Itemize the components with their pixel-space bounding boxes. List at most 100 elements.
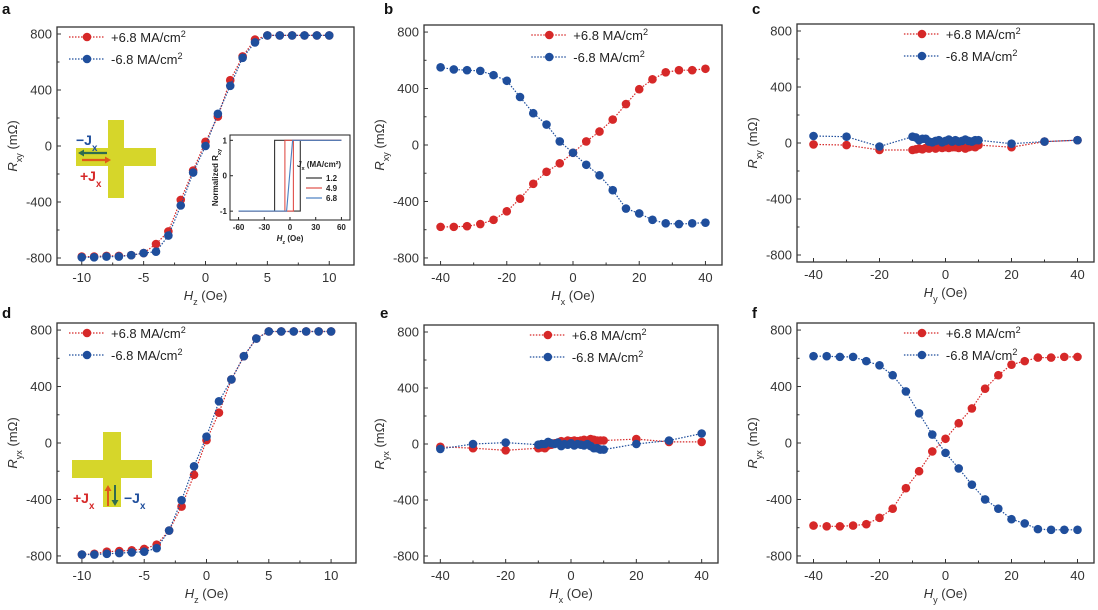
- inset-frame: [229, 134, 351, 221]
- data-point: [1060, 525, 1069, 535]
- y-tick-label: 0: [45, 139, 52, 154]
- device-schematic-d: +Jx −Jx: [72, 432, 152, 512]
- data-point: [674, 65, 684, 75]
- data-point: [1020, 519, 1029, 528]
- data-point: [542, 120, 551, 129]
- data-point: [687, 219, 697, 228]
- x-tick-label: 10: [322, 270, 336, 285]
- x-tick-label: 20: [629, 568, 643, 583]
- data-point: [687, 65, 697, 75]
- data-point: [621, 204, 631, 213]
- legend-entry: -6.8 MA/cm2: [573, 49, 645, 65]
- data-point: [599, 436, 608, 445]
- data-point: [326, 327, 336, 336]
- inset-x-tick-label: -60: [233, 223, 245, 232]
- data-point: [1007, 360, 1016, 369]
- y-tick-label: 800: [397, 325, 419, 340]
- data-point: [809, 131, 818, 141]
- data-point: [301, 327, 311, 336]
- x-tick-label: -40: [431, 270, 450, 285]
- data-point: [581, 137, 591, 146]
- series-neg: [809, 351, 1082, 535]
- x-tick-label: -10: [72, 270, 91, 285]
- legend-marker: [544, 30, 554, 40]
- inset-series-line: [238, 139, 342, 212]
- data-point: [661, 67, 671, 77]
- legend-entry: -6.8 MA/cm2: [946, 48, 1018, 64]
- data-point: [697, 429, 706, 438]
- data-point: [634, 209, 644, 218]
- data-point: [875, 361, 884, 370]
- x-tick-label: -5: [138, 270, 150, 285]
- data-point: [967, 404, 977, 413]
- data-point: [1073, 352, 1082, 362]
- panel-label-c: c: [752, 1, 760, 18]
- panel-label-d: d: [2, 305, 11, 322]
- data-point: [462, 65, 472, 75]
- data-point: [901, 483, 911, 493]
- x-tick-label: 0: [569, 270, 576, 285]
- series-neg: [436, 429, 706, 454]
- legend-entry: -6.8 MA/cm2: [572, 349, 644, 365]
- arrow-head-up-icon: [104, 485, 112, 491]
- series-neg: [77, 327, 336, 559]
- panel-label-b: b: [384, 1, 393, 18]
- data-point: [648, 75, 657, 84]
- legend-entry: +6.8 MA/cm2: [946, 325, 1021, 341]
- data-point: [77, 252, 87, 262]
- data-point: [214, 397, 224, 406]
- x-tick-label: 5: [264, 270, 271, 285]
- data-point: [151, 247, 161, 256]
- legend-entry: +6.8 MA/cm2: [111, 325, 186, 341]
- data-point: [202, 432, 211, 441]
- panel-label-f: f: [752, 305, 758, 322]
- data-point: [102, 252, 111, 261]
- data-point: [287, 31, 297, 40]
- data-point: [300, 31, 309, 40]
- data-point: [809, 140, 818, 149]
- data-point: [1060, 352, 1069, 362]
- series-line: [440, 66, 706, 225]
- label-minus-jx: −Jx: [124, 490, 146, 512]
- data-point: [697, 437, 706, 447]
- label-plus-jx: +Jx: [80, 168, 102, 190]
- hall-cross-horizontal: [72, 460, 152, 478]
- data-point: [436, 444, 445, 454]
- inset-y-tick-label: 0: [223, 172, 228, 181]
- data-point: [595, 171, 604, 180]
- inset-x-tick-label: 60: [337, 223, 346, 232]
- data-point: [214, 408, 224, 417]
- x-axis-label: Hy (Oe): [924, 285, 968, 304]
- legend-marker: [544, 52, 554, 62]
- data-point: [848, 521, 858, 530]
- data-point: [312, 31, 322, 40]
- data-point: [542, 167, 551, 177]
- data-point: [177, 495, 186, 505]
- data-point: [314, 327, 323, 336]
- data-point: [515, 92, 525, 102]
- x-axis-label: Hz (Oe): [184, 288, 228, 307]
- data-point: [835, 352, 845, 362]
- y-axis-label: Ryx (mΩ): [372, 418, 391, 469]
- data-point: [862, 356, 871, 366]
- data-point: [848, 352, 858, 362]
- data-point: [250, 38, 260, 47]
- data-point: [1073, 135, 1082, 145]
- data-point: [324, 31, 334, 40]
- legend-marker: [917, 350, 927, 360]
- y-tick-label: -400: [766, 192, 792, 207]
- legend-entry: -6.8 MA/cm2: [111, 51, 183, 67]
- data-point: [568, 148, 578, 158]
- x-tick-label: 10: [324, 568, 338, 583]
- legend-entry: +6.8 MA/cm2: [111, 29, 186, 45]
- arrow-head-right-icon: [105, 156, 111, 164]
- data-point: [835, 521, 845, 531]
- data-point: [901, 387, 911, 396]
- data-point: [621, 99, 631, 109]
- inset-y-tick-label: -1: [220, 207, 228, 216]
- x-tick-label: 0: [942, 267, 949, 282]
- data-point: [90, 550, 99, 559]
- y-tick-label: 800: [30, 323, 52, 338]
- data-point: [176, 201, 186, 210]
